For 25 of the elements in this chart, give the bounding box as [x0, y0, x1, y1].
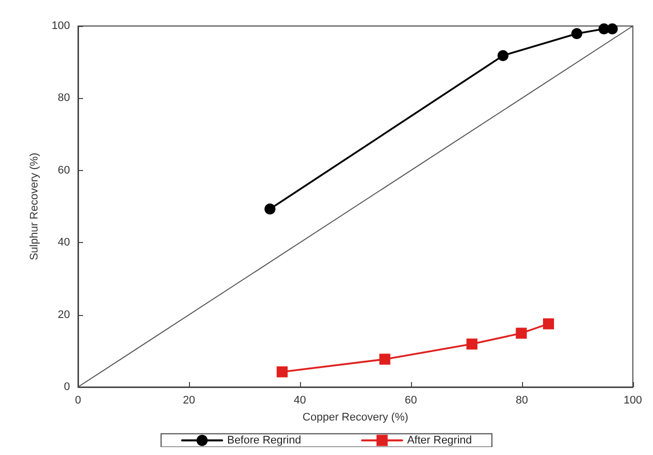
point	[276, 366, 288, 378]
x-axis-title: Copper Recovery (%)	[302, 412, 408, 424]
x-tick-label: 80	[516, 394, 528, 406]
x-tick-label: 0	[74, 394, 82, 406]
point	[466, 338, 478, 350]
y-tick-label: 0	[64, 381, 70, 393]
y-tick-label: 60	[58, 164, 70, 176]
x-tick-label: 40	[294, 394, 306, 406]
point	[379, 354, 390, 365]
point	[516, 328, 527, 339]
y-tick-label: 80	[58, 92, 70, 104]
y-tick-label: 100	[52, 20, 70, 32]
x-tick-label: 100	[624, 394, 642, 406]
point	[264, 204, 276, 215]
y-tick-label: 20	[58, 308, 70, 321]
y-tick-label: 40	[58, 236, 70, 249]
x-tick-label: 60	[404, 394, 418, 406]
point	[606, 23, 618, 34]
point	[498, 50, 508, 62]
legend-label: After Regrind	[407, 434, 472, 446]
legend-label: Before Regrind	[227, 434, 302, 446]
x-tick-label: 20	[182, 394, 196, 406]
y-axis-title: Sulphur Recovery (%)	[28, 152, 40, 260]
point	[542, 318, 554, 330]
point	[571, 28, 582, 40]
